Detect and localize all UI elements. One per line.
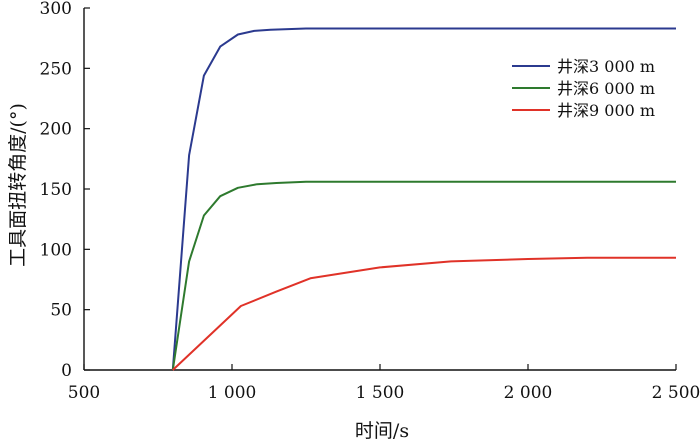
y-tick-label: 50 (50, 301, 72, 321)
x-tick-label: 2 500 (652, 383, 700, 403)
x-tick-label: 2 000 (504, 383, 553, 403)
legend-label-2: 井深6 000 m (557, 79, 655, 98)
series-line-1 (171, 27, 676, 371)
y-axis-label: 工具面扭转角度/(°) (7, 103, 29, 267)
legend-label-3: 井深9 000 m (557, 101, 655, 120)
series-line-2 (171, 180, 676, 371)
y-tick-label: 200 (40, 120, 72, 140)
y-tick-label: 250 (40, 59, 72, 79)
x-tick-label: 1 500 (356, 383, 405, 403)
x-axis-label: 时间/s (355, 420, 409, 442)
legend: 井深3 000 m 井深6 000 m 井深9 000 m (512, 57, 655, 120)
x-tick-label: 1 000 (208, 383, 257, 403)
y-ticks: 0 50 100 150 200 250 300 (40, 0, 90, 381)
y-tick-label: 100 (40, 240, 72, 260)
series-line-3 (172, 256, 676, 371)
y-tick-label: 150 (40, 180, 72, 200)
legend-label-1: 井深3 000 m (557, 57, 655, 76)
y-tick-label: 0 (61, 361, 72, 381)
x-ticks: 500 1 000 1 500 2 000 2 500 (68, 364, 700, 403)
series-lines (171, 27, 676, 371)
y-tick-label: 300 (40, 0, 72, 19)
x-tick-label: 500 (68, 383, 100, 403)
